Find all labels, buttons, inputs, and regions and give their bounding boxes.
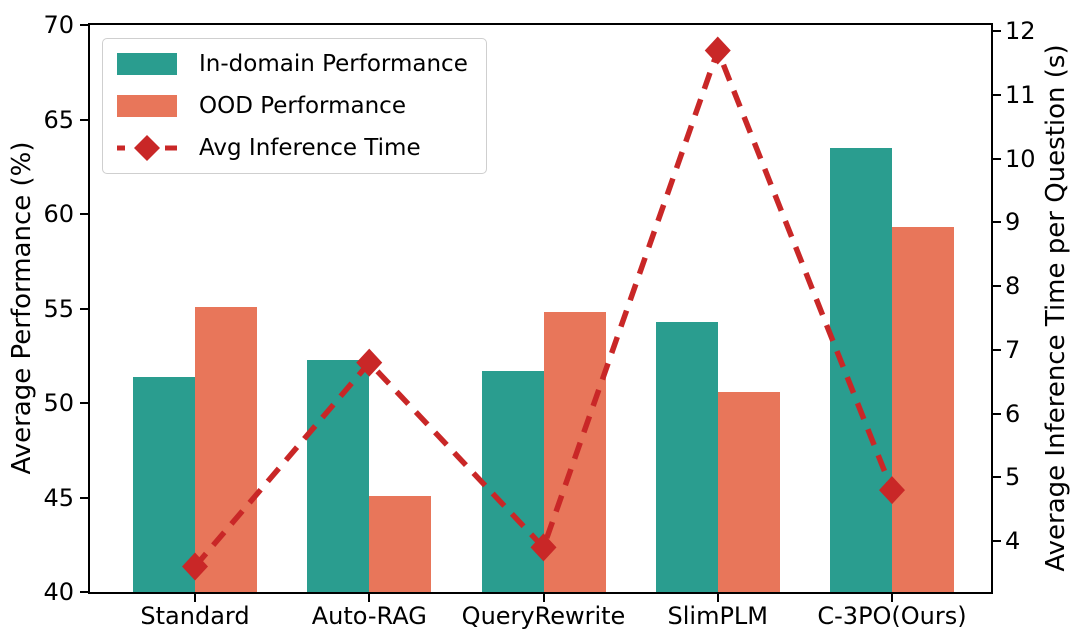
bar-in-domain	[655, 321, 718, 592]
right-tick-label: 11	[1005, 81, 1036, 110]
left-tick-mark	[80, 307, 88, 310]
left-tick-label: 50	[43, 389, 74, 417]
x-tick-mark	[716, 594, 719, 602]
left-tick-mark	[80, 213, 88, 215]
x-tick-label: Standard	[140, 602, 250, 630]
left-tick-mark	[80, 402, 88, 404]
legend-label: OOD Performance	[199, 93, 406, 119]
legend-line-marker	[117, 135, 177, 161]
right-tick-label: 10	[1005, 144, 1036, 173]
right-tick-label: 12	[1005, 17, 1036, 46]
legend-item: OOD Performance	[117, 93, 468, 119]
right-tick-mark	[993, 412, 1001, 415]
left-tick-label: 65	[43, 105, 74, 134]
legend-item: Avg Inference Time	[117, 135, 468, 161]
right-tick-label: 9	[1005, 208, 1021, 237]
bar-ood	[892, 227, 954, 592]
right-tick-mark	[993, 157, 1001, 160]
bar-in-domain	[481, 370, 544, 592]
right-tick-mark	[993, 94, 1001, 97]
right-tick-label: 6	[1005, 399, 1021, 428]
right-tick-label: 7	[1005, 335, 1021, 364]
x-tick-label: C-3PO(Ours)	[817, 602, 967, 630]
right-tick-mark	[993, 285, 1001, 288]
bar-in-domain	[830, 147, 892, 592]
x-tick-mark	[542, 594, 545, 602]
legend-item: In-domain Performance	[117, 51, 468, 77]
x-tick-mark	[194, 594, 196, 602]
right-tick-label: 5	[1005, 463, 1021, 492]
x-tick-label: SlimPLM	[667, 602, 769, 630]
left-tick-mark	[80, 24, 88, 26]
left-tick-label: 45	[43, 483, 74, 512]
x-tick-label: Auto-RAG	[311, 602, 427, 630]
bar-ood	[543, 312, 606, 592]
left-tick-mark	[80, 496, 88, 499]
legend-swatch	[117, 95, 177, 117]
left-tick-label: 40	[43, 578, 74, 606]
legend-line-swatch	[117, 135, 177, 161]
right-tick-mark	[993, 348, 1001, 351]
legend: In-domain Performance OOD Performance Avg …	[102, 38, 487, 174]
left-tick-label: 70	[43, 11, 74, 39]
x-tick-mark	[368, 594, 371, 602]
right-tick-mark	[993, 30, 1001, 33]
diamond-marker	[704, 36, 731, 65]
bar-in-domain	[307, 359, 370, 592]
legend-label: In-domain Performance	[199, 51, 468, 77]
right-tick-label: 8	[1005, 272, 1021, 301]
bar-in-domain	[133, 376, 195, 592]
x-tick-mark	[891, 594, 893, 602]
right-axis-title: Average Inference Time per Question (s)	[1041, 44, 1071, 572]
x-tick-label: QueryRewrite	[461, 602, 626, 630]
right-tick-mark	[993, 476, 1001, 479]
right-tick-mark	[993, 221, 1001, 224]
left-tick-mark	[80, 118, 88, 121]
right-tick-label: 4	[1005, 527, 1021, 556]
plot-area: In-domain Performance OOD Performance Avg …	[88, 23, 993, 594]
right-tick-mark	[993, 540, 1001, 543]
left-tick-mark	[80, 591, 88, 593]
legend-label: Avg Inference Time	[199, 135, 421, 161]
bar-ood	[369, 495, 432, 592]
bar-ood	[717, 391, 780, 592]
bar-ood	[195, 306, 257, 592]
legend-swatch	[117, 53, 177, 75]
left-tick-label: 60	[43, 200, 74, 228]
left-tick-label: 55	[43, 294, 74, 323]
